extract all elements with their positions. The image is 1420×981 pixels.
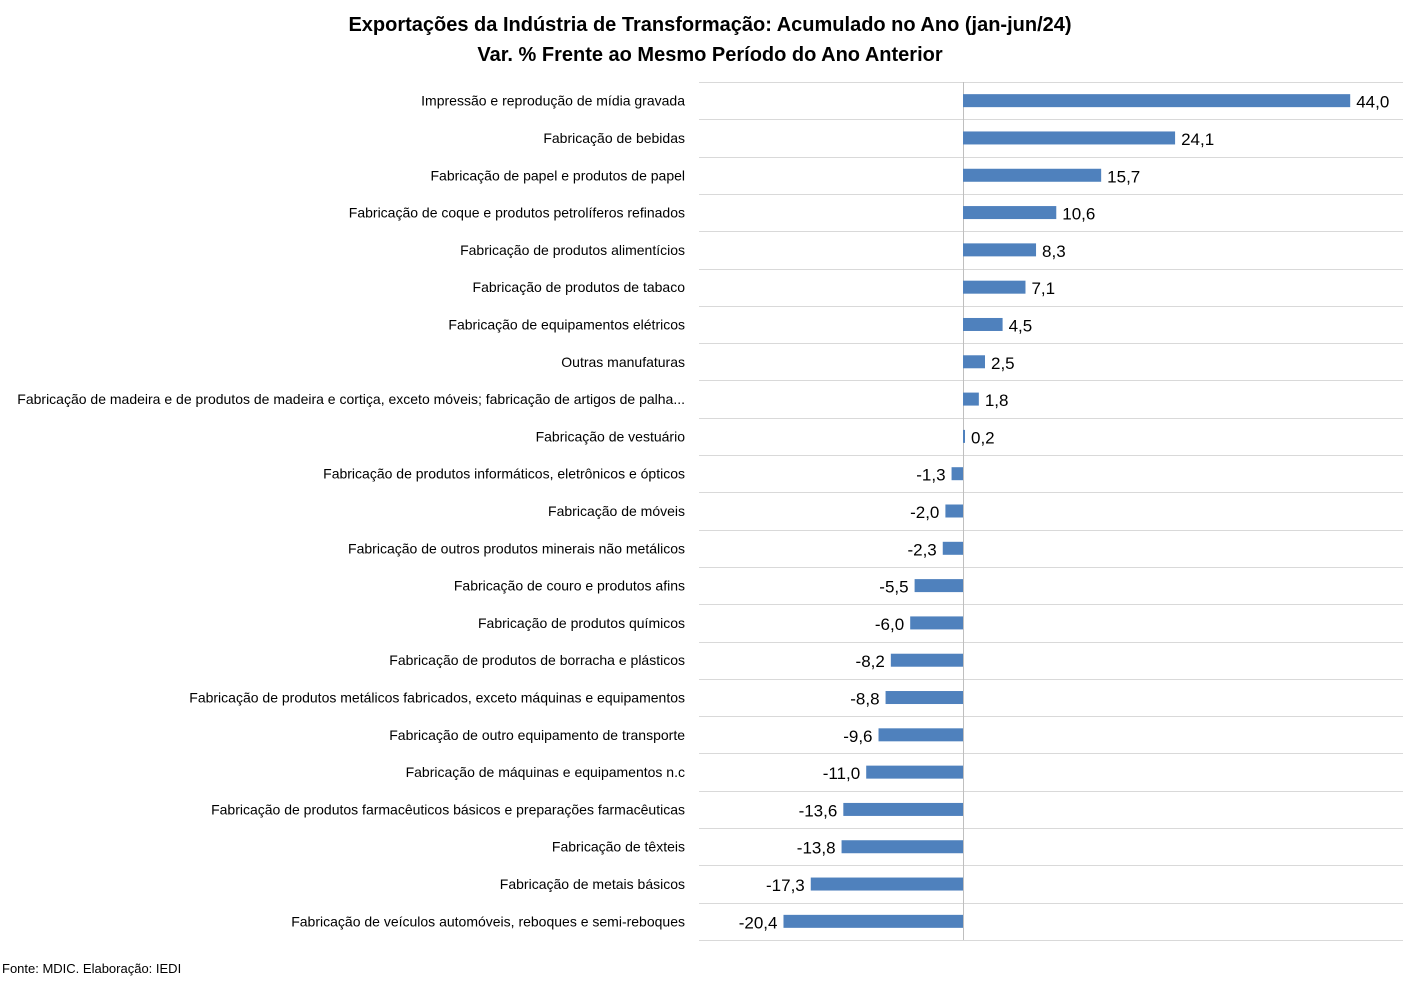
bar: [963, 168, 1102, 182]
data-label: -2,0: [910, 503, 939, 522]
bar: [866, 765, 963, 779]
data-label: 15,7: [1107, 167, 1140, 186]
category-label: Fabricação de madeira e de produtos de m…: [17, 391, 685, 407]
bar: [963, 429, 965, 443]
category-label: Fabricação de têxteis: [552, 839, 685, 855]
category-label: Fabricação de bebidas: [543, 130, 685, 146]
bar: [942, 541, 963, 555]
bar: [963, 317, 1003, 331]
data-label: 7,1: [1031, 279, 1055, 298]
category-label: Fabricação de produtos informáticos, ele…: [323, 466, 685, 482]
data-label: 4,5: [1009, 316, 1033, 335]
category-label: Outras manufaturas: [561, 354, 685, 370]
category-label: Impressão e reprodução de mídia gravada: [421, 93, 685, 109]
bar: [945, 504, 963, 518]
data-label: -9,6: [843, 727, 872, 746]
bar: [843, 802, 963, 816]
category-label: Fabricação de produtos alimentícios: [460, 242, 685, 258]
data-label: -8,2: [856, 652, 885, 671]
category-label: Fabricação de metais básicos: [500, 876, 685, 892]
category-label: Fabricação de produtos metálicos fabrica…: [189, 690, 685, 706]
category-label: Fabricação de produtos químicos: [478, 615, 685, 631]
category-label: Fabricação de máquinas e equipamentos n.…: [406, 764, 685, 780]
data-label: -13,6: [799, 801, 838, 820]
category-label: Fabricação de outro equipamento de trans…: [389, 727, 685, 743]
category-label: Fabricação de papel e produtos de papel: [430, 167, 685, 183]
category-label: Fabricação de couro e produtos afins: [454, 578, 685, 594]
bar: [963, 355, 985, 369]
category-label: Fabricação de equipamentos elétricos: [448, 316, 685, 332]
bar: [890, 653, 963, 667]
data-label: 10,6: [1062, 205, 1095, 224]
chart-title: Exportações da Indústria de Transformaçã…: [348, 14, 1072, 36]
data-label: -20,4: [739, 913, 778, 932]
data-label: -1,3: [916, 466, 945, 485]
category-label: Fabricação de veículos automóveis, reboq…: [291, 913, 685, 929]
data-label: -2,3: [907, 540, 936, 559]
bar: [963, 206, 1057, 220]
data-label: 24,1: [1181, 130, 1214, 149]
bar: [783, 914, 963, 928]
bar: [963, 243, 1037, 257]
category-label: Fabricação de vestuário: [536, 428, 686, 444]
bar: [914, 579, 963, 593]
data-label: -11,0: [823, 764, 861, 783]
data-label: 8,3: [1042, 242, 1066, 261]
bar: [963, 131, 1176, 145]
bar: [810, 877, 963, 891]
bar: [878, 728, 963, 742]
data-label: -17,3: [766, 876, 805, 895]
bar: [951, 467, 963, 481]
category-label: Fabricação de coque e produtos petrolífe…: [349, 205, 685, 221]
bar: [885, 691, 963, 705]
data-label: 0,2: [971, 428, 995, 447]
bar: [910, 616, 963, 630]
bar: [963, 392, 979, 406]
data-label: -6,0: [875, 615, 904, 634]
category-label: Fabricação de produtos de tabaco: [473, 279, 686, 295]
category-label: Fabricação de produtos farmacêuticos bás…: [211, 801, 685, 817]
category-label: Fabricação de móveis: [548, 503, 685, 519]
bar: [963, 280, 1026, 294]
data-label: 2,5: [991, 354, 1015, 373]
data-label: 44,0: [1356, 93, 1389, 112]
source-note: Fonte: MDIC. Elaboração: IEDI: [2, 961, 182, 976]
category-label: Fabricação de outros produtos minerais n…: [348, 540, 685, 556]
bar: [841, 840, 963, 854]
data-label: -8,8: [850, 690, 879, 709]
data-label: -5,5: [879, 578, 908, 597]
data-label: 1,8: [985, 391, 1009, 410]
data-label: -13,8: [797, 839, 836, 858]
category-label: Fabricação de produtos de borracha e plá…: [389, 652, 685, 668]
bar: [963, 94, 1351, 108]
chart-subtitle: Var. % Frente ao Mesmo Período do Ano An…: [477, 44, 943, 66]
